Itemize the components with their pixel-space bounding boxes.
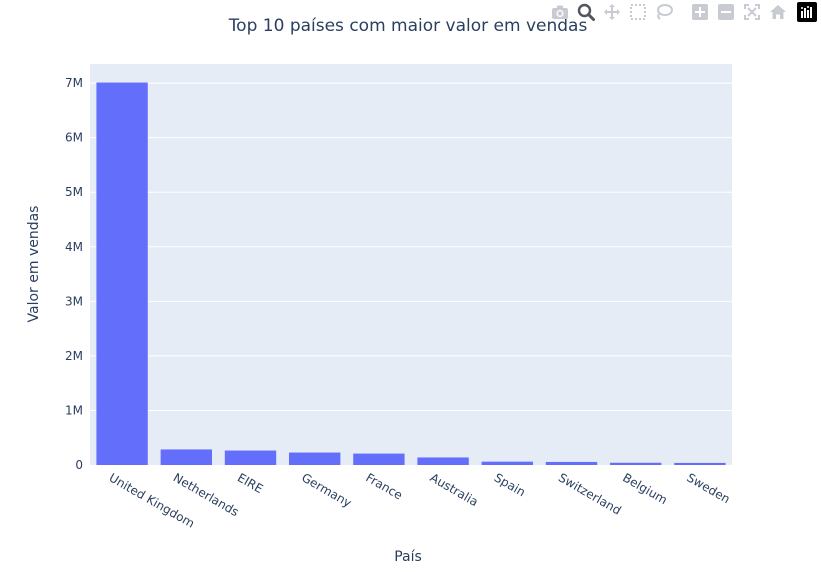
y-tick-label: 7M [65, 76, 83, 90]
bars [96, 82, 726, 466]
y-tick-label: 5M [65, 185, 83, 199]
bar-spain[interactable] [481, 461, 533, 465]
lasso-select-icon[interactable] [651, 2, 677, 22]
reset-axes-icon[interactable] [765, 2, 791, 22]
zoom-in-icon[interactable] [687, 2, 713, 22]
x-tick-label: Germany [299, 470, 354, 510]
bar-netherlands[interactable] [160, 449, 212, 465]
x-tick-label: France [363, 470, 405, 502]
x-tick-label: Belgium [620, 470, 670, 507]
plotly-logo-icon[interactable] [797, 2, 817, 22]
bar-australia[interactable] [417, 457, 469, 465]
x-tick-label: Sweden [684, 470, 732, 506]
y-tick-label: 1M [65, 403, 83, 417]
y-tick-label: 2M [65, 349, 83, 363]
plot-background [90, 64, 732, 465]
camera-icon[interactable] [547, 2, 573, 22]
bar-switzerland[interactable] [545, 461, 598, 465]
y-tick-labels: 0 1M 2M 3M 4M 5M 6M 7M [65, 76, 83, 472]
x-tick-label: Australia [428, 470, 481, 509]
autoscale-icon[interactable] [739, 2, 765, 22]
bar-sweden[interactable] [674, 462, 726, 465]
bar-germany[interactable] [289, 452, 341, 465]
pan-icon[interactable] [599, 2, 625, 22]
bar-belgium[interactable] [610, 462, 662, 465]
x-axis-title: País [394, 549, 422, 565]
y-axis-title: Valor em vendas [26, 206, 42, 323]
y-tick-label: 3M [65, 294, 83, 308]
zoom-icon[interactable] [573, 2, 599, 22]
y-tick-label: 4M [65, 240, 83, 254]
box-select-icon[interactable] [625, 2, 651, 22]
bar-united-kingdom[interactable] [96, 82, 148, 466]
modebar [547, 2, 817, 22]
chart-title: Top 10 países com maior valor em vendas [228, 16, 588, 36]
x-tick-label: EIRE [235, 470, 265, 496]
bar-eire[interactable] [224, 450, 277, 465]
y-tick-label: 0 [75, 458, 83, 472]
gridlines [90, 82, 732, 411]
bar-france[interactable] [353, 453, 405, 465]
x-tick-label: Spain [492, 470, 528, 499]
x-tick-label: Switzerland [556, 470, 624, 517]
zoom-out-icon[interactable] [713, 2, 739, 22]
y-tick-label: 6M [65, 131, 83, 145]
